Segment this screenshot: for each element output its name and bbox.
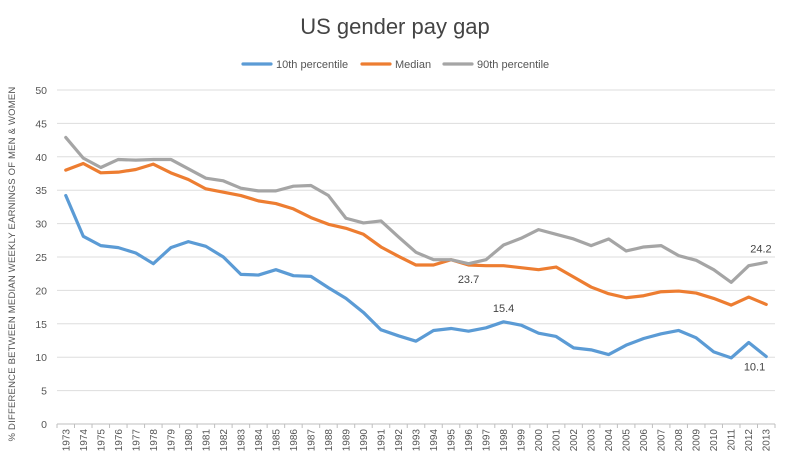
data-label: 10.1 [744,362,765,374]
x-tick-label: 2012 [744,429,755,452]
legend-label-90th-percentile: 90th percentile [477,59,549,71]
x-tick-label: 1994 [429,429,440,452]
x-tick-label: 1992 [394,429,405,452]
x-tick-label: 2005 [622,429,633,452]
legend-label-median: Median [395,59,431,71]
x-tick-label: 1987 [306,429,317,452]
x-tick-label: 1995 [447,429,458,452]
x-tick-label: 1973 [61,429,72,452]
x-tick-label: 1998 [499,429,510,452]
data-labels: 23.7 15.4 10.1 24.2 [458,243,772,373]
series-line-90th-percentile [64,135,768,284]
x-tick-label: 2010 [709,429,720,452]
y-tick-label: 20 [35,285,47,297]
x-tick-label: 2000 [534,429,545,452]
x-tick-label: 1993 [412,429,423,452]
x-tick-label: 1980 [184,429,195,452]
series-layer [64,135,768,360]
y-tick-label: 15 [35,319,47,331]
series-line-10th-percentile [64,193,768,360]
gridlines [57,89,775,425]
x-tick-label: 1985 [271,429,282,452]
x-tick-label: 2002 [569,429,580,452]
x-tick-label: 1996 [464,429,475,452]
x-tick-label: 1989 [341,429,352,452]
x-tick-label: 1975 [96,429,107,452]
y-tick-label: 45 [35,118,47,130]
y-tick-label: 5 [41,386,47,398]
data-label: 15.4 [493,303,514,315]
x-tick-label: 1997 [482,429,493,452]
y-tick-label: 50 [35,85,47,97]
legend-label-10th-percentile: 10th percentile [276,59,348,71]
y-axis-ticks: 0 5 10 15 20 25 30 35 40 45 50 [35,85,47,431]
x-axis-ticks: 1973 1974 1975 1976 1977 1978 1979 1980 1981 1982… [56,424,776,452]
x-tick-label: 1976 [114,429,125,452]
x-tick-label: 2009 [692,429,703,452]
chart-title: US gender pay gap [300,14,490,39]
x-tick-label: 1983 [236,429,247,452]
x-tick-label: 2007 [657,429,668,452]
x-tick-label: 2001 [552,429,563,452]
x-tick-label: 1982 [219,429,230,452]
y-tick-label: 25 [35,252,47,264]
x-tick-label: 1974 [79,429,90,452]
y-tick-label: 40 [35,152,47,164]
y-axis-label: % DIFFERENCE BETWEEN MEDIAN WEEKLY EARNI… [7,87,18,442]
y-tick-label: 0 [41,419,47,431]
x-tick-label: 2011 [727,429,738,451]
series-line-median [64,161,768,307]
x-tick-label: 2008 [674,429,685,452]
x-tick-label: 1991 [376,429,387,452]
x-tick-label: 1999 [517,429,528,452]
y-tick-label: 10 [35,352,47,364]
x-tick-label: 2006 [639,429,650,452]
x-tick-label: 1978 [149,429,160,452]
x-tick-label: 2013 [762,429,773,452]
x-tick-label: 1981 [201,429,212,452]
data-label: 23.7 [458,274,479,286]
x-tick-label: 2003 [587,429,598,452]
x-tick-label: 2004 [604,429,615,452]
y-tick-label: 30 [35,219,47,231]
legend: 10th percentile Median 90th percentile [241,59,549,71]
x-tick-label: 1984 [254,429,265,452]
y-tick-label: 35 [35,185,47,197]
data-label: 24.2 [750,243,771,255]
x-tick-label: 1977 [131,429,142,452]
x-tick-label: 1990 [359,429,370,452]
x-tick-label: 1979 [166,429,177,452]
x-tick-label: 1988 [324,429,335,452]
x-tick-label: 1986 [289,429,300,452]
